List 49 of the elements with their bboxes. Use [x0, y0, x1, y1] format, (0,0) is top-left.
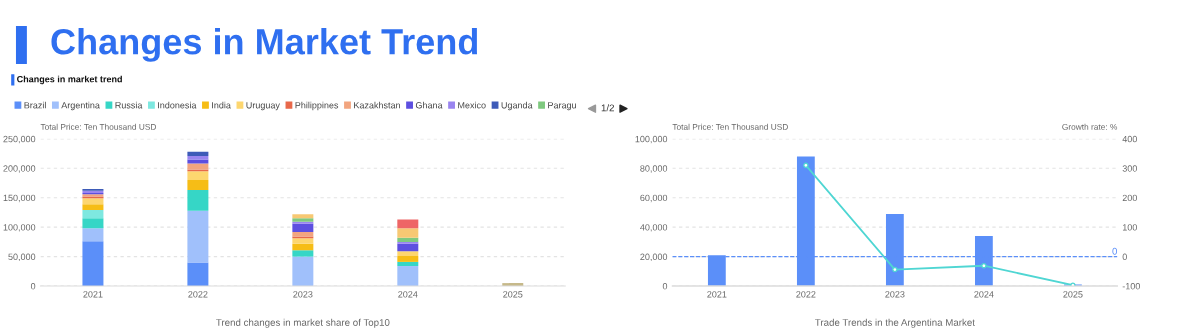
legend-label: Brazil: [24, 101, 46, 109]
legend-label: Kazakhstan: [354, 101, 400, 109]
chart-title: Changes in Market Trend: [51, 28, 478, 62]
y-tick-label: 60,000: [640, 194, 668, 203]
x-tick-label: 2024: [974, 291, 994, 298]
y-tick-label: 20,000: [640, 253, 668, 262]
chart-subtitle: Changes in market trend: [17, 75, 122, 85]
x-tick-label: 2023: [293, 291, 313, 298]
x-tick-label: 2025: [503, 291, 523, 298]
y-tick-label: 250,000: [3, 135, 36, 144]
legend-label: Uruguay: [246, 102, 280, 111]
y2-tick-label: 100: [1122, 224, 1137, 231]
legend-label: Paragu: [548, 102, 576, 111]
legend-label: Ghana: [415, 101, 443, 109]
y2-tick-label: 200: [1122, 194, 1137, 202]
x-axis-title: Trade Trends in the Argentina Market: [815, 318, 975, 328]
y-tick-label: 80,000: [640, 165, 668, 173]
y-tick-label: 0: [30, 283, 36, 290]
y-tick-label: 200,000: [3, 165, 36, 173]
y-tick-label: 40,000: [640, 224, 668, 232]
legend-label: Argentina: [61, 101, 100, 111]
legend-label: Uganda: [501, 101, 533, 111]
x-tick-label: 2024: [398, 291, 418, 298]
legend-label: Philippines: [295, 101, 339, 111]
y2-tick-label: 300: [1122, 165, 1137, 172]
ref-line-label: 0: [1112, 247, 1118, 255]
y-axis-title: Total Price: Ten Thousand USD: [672, 123, 788, 130]
x-axis-title: Trend changes in market share of Top10: [216, 318, 390, 328]
x-tick-label: 2022: [796, 291, 816, 298]
y2-axis-title: Growth rate: %: [1062, 123, 1118, 130]
y-tick-label: 100,000: [3, 224, 36, 232]
y-tick-label: 50,000: [8, 253, 36, 262]
legend-label: Mexico: [458, 101, 486, 109]
y2-tick-label: -100: [1122, 283, 1140, 290]
legend-label: Indonesia: [158, 101, 197, 109]
legend-label: Russia: [115, 101, 143, 109]
x-tick-label: 2021: [83, 291, 103, 298]
legend-label: India: [212, 101, 231, 109]
y-tick-label: 0: [662, 283, 668, 290]
y-axis-title: Total Price: Ten Thousand USD: [40, 123, 157, 130]
x-tick-label: 2021: [707, 291, 727, 298]
y2-tick-label: 0: [1122, 253, 1127, 260]
text: 1/2: [601, 104, 615, 112]
x-tick-label: 2022: [188, 291, 208, 298]
y-tick-label: 100,000: [635, 135, 668, 144]
x-tick-label: 2023: [885, 291, 905, 298]
y2-tick-label: 400: [1122, 135, 1137, 143]
y-tick-label: 150,000: [3, 194, 36, 203]
x-tick-label: 2025: [1063, 291, 1083, 298]
